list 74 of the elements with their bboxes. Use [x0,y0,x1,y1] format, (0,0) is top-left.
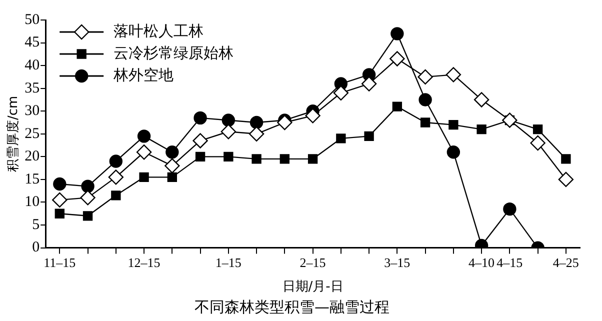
point [476,124,486,134]
point [420,118,430,128]
y-tick-label: 25 [24,126,40,142]
x-tick-label: 1–15 [215,255,242,270]
y-tick-label: 40 [24,57,40,74]
point [390,27,404,40]
point [52,192,68,208]
point [164,158,180,174]
x-tick-label: 3–15 [384,255,410,270]
x-tick-label: 4–25 [552,255,579,270]
y-tick-label: 5 [32,216,40,233]
point [224,152,234,162]
point [192,133,208,148]
point [530,135,546,151]
point [502,112,518,128]
y-tick-label: 20 [24,148,40,165]
point [418,69,433,85]
point [248,126,264,142]
x-tick-label: 11–15 [44,255,76,270]
legend-label: 林外空地 [112,66,174,84]
point [280,154,290,164]
x-tick-label: 2–15 [300,255,326,270]
x-tick-label: 4–15 [496,255,523,270]
point [137,130,151,143]
y-tick-label: 15 [24,171,40,188]
point [166,146,179,159]
y-axis-title: 积雪厚度/cm [5,96,22,172]
point [81,180,94,193]
y-tick-label: 35 [24,80,40,96]
y-tick-label: 45 [24,34,40,51]
point [82,211,93,221]
legend-label: 云冷杉常绿原始林 [114,44,234,62]
x-tick-label: 12–15 [128,255,160,270]
point [277,114,292,130]
point [558,172,574,188]
point [108,170,124,185]
point [474,92,490,108]
point [109,154,123,168]
y-tick-label: 50 [24,12,40,28]
point [308,154,318,164]
legend-label: 落叶松人工林 [114,22,204,40]
point [54,208,65,218]
point [448,120,458,130]
y-tick-label: 0 [32,240,40,256]
y-tick-label: 30 [24,103,40,120]
point [167,172,178,182]
point [361,76,377,92]
point [446,146,460,159]
point [446,67,462,82]
point [136,144,152,160]
point [111,190,121,200]
point [561,154,571,164]
point [252,154,262,164]
point [392,102,402,112]
point [53,177,66,191]
point [220,124,236,140]
y-tick-label: 10 [24,194,40,210]
point [333,85,349,100]
point [139,172,149,182]
point [364,131,374,142]
point [80,190,96,206]
point [194,111,207,125]
point [222,114,236,127]
point [305,108,320,124]
point [336,134,346,144]
point [250,116,264,130]
x-tick-label: 4–10 [468,255,495,270]
point [195,152,206,162]
text: 不同森林类型积雪—融雪过程 [194,298,390,316]
point [503,202,516,216]
x-axis-title: 日期/月-日 [282,280,344,295]
point [532,124,543,134]
point [418,93,432,106]
point [390,51,405,66]
